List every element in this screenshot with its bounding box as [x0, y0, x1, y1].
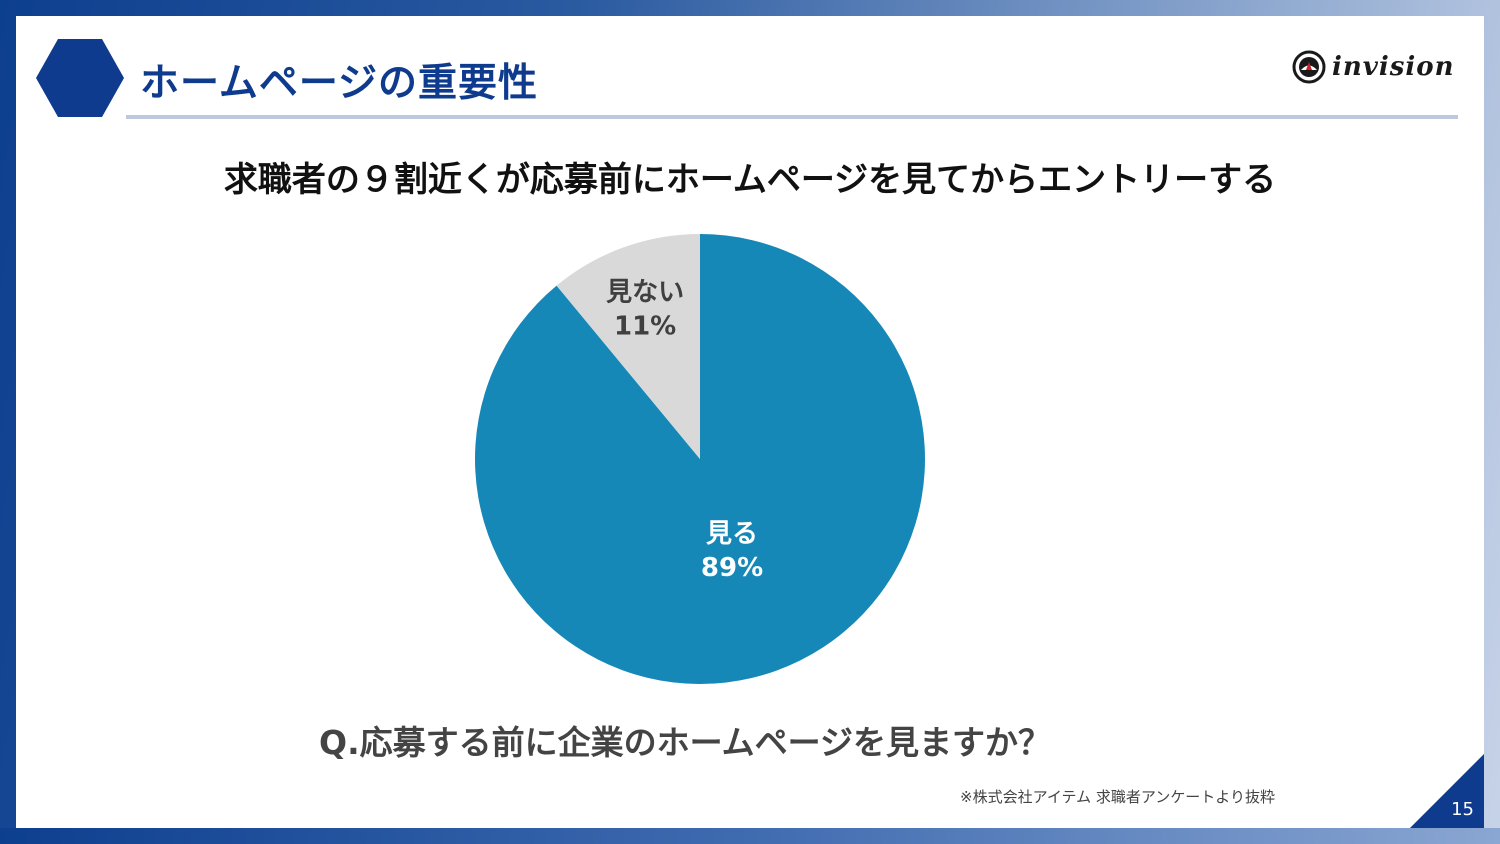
pie-chart: 見る 89% 見ない 11%: [474, 234, 925, 685]
invision-logo: invision: [1292, 50, 1455, 84]
logo-emblem-icon: [1292, 50, 1326, 84]
pie-slice-not-see: [556, 234, 700, 459]
slice-category-label-not-see: 見ない: [606, 278, 684, 308]
survey-question: Q.応募する前に企業のホームページを見ますか？: [319, 723, 1051, 762]
page-number: 15: [1451, 799, 1474, 820]
title-divider: [126, 115, 1458, 119]
source-note: ※株式会社アイテム 求職者アンケートより抜粋: [960, 788, 1275, 806]
page-title: ホームページの重要性: [140, 61, 539, 106]
frame-bottom-band: [0, 828, 1500, 844]
pie-slice-see: [474, 234, 925, 685]
headline: 求職者の９割近くが応募前にホームページを見てからエントリーする: [223, 160, 1277, 200]
slice-value-label-not-see: 11%: [614, 312, 676, 342]
slice-value-label-see: 89%: [701, 553, 763, 583]
logo-text: invision: [1332, 52, 1455, 82]
slice-category-label-see: 見る: [706, 519, 758, 549]
slide: ホームページの重要性 invision 求職者の９割近くが応募前にホームページを…: [16, 16, 1484, 828]
